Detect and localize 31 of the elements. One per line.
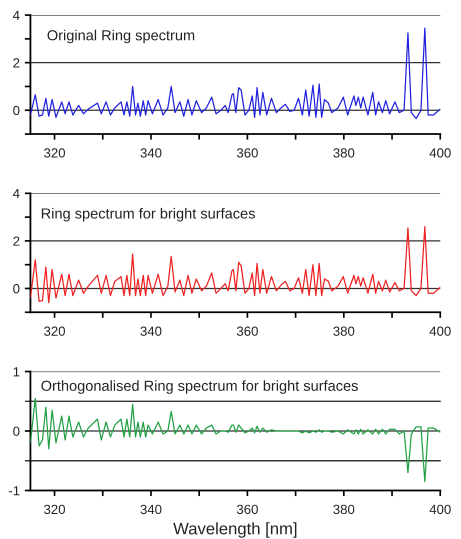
annotation: Orthogonalised Ring spectrum for bright surfaces bbox=[41, 380, 358, 394]
annotation: Ring spectrum for bright surfaces bbox=[42, 208, 255, 222]
y-tick-label: -1 bbox=[8, 486, 20, 496]
x-tick-label: 360 bbox=[236, 326, 258, 336]
y-tick-label: 0 bbox=[13, 426, 20, 436]
y-tick-label: 2 bbox=[13, 58, 20, 68]
line-series bbox=[30, 28, 440, 120]
x-tick-label: 340 bbox=[140, 326, 162, 336]
y-tick-label: 4 bbox=[12, 189, 20, 198]
y-tick-label: 2 bbox=[13, 236, 20, 246]
x-tick-label: 400 bbox=[430, 326, 451, 336]
y-tick-label: 4 bbox=[12, 10, 20, 20]
line-series bbox=[30, 398, 440, 482]
x-tick-label: 360 bbox=[236, 504, 258, 514]
x-tick-label: 400 bbox=[430, 148, 451, 158]
x-tick-label: 380 bbox=[333, 326, 354, 336]
x-tick-label: 340 bbox=[140, 504, 162, 514]
x-tick-label: 360 bbox=[236, 148, 258, 158]
x-tick-label: 320 bbox=[44, 504, 66, 514]
x-tick-label: 380 bbox=[333, 504, 354, 514]
line-series bbox=[30, 226, 440, 304]
x-tick-label: 320 bbox=[44, 148, 66, 158]
x-tick-label: 340 bbox=[140, 148, 162, 158]
y-tick-label: 1 bbox=[14, 367, 20, 376]
annotation: Original Ring spectrum bbox=[48, 30, 194, 44]
x-axis-title: Wavelength [nm] bbox=[173, 522, 296, 538]
x-tick-label: 380 bbox=[333, 148, 354, 158]
y-tick-label: 0 bbox=[13, 284, 20, 294]
x-tick-label: 320 bbox=[44, 326, 66, 336]
x-tick-label: 400 bbox=[430, 504, 451, 514]
y-tick-label: 0 bbox=[13, 106, 20, 116]
